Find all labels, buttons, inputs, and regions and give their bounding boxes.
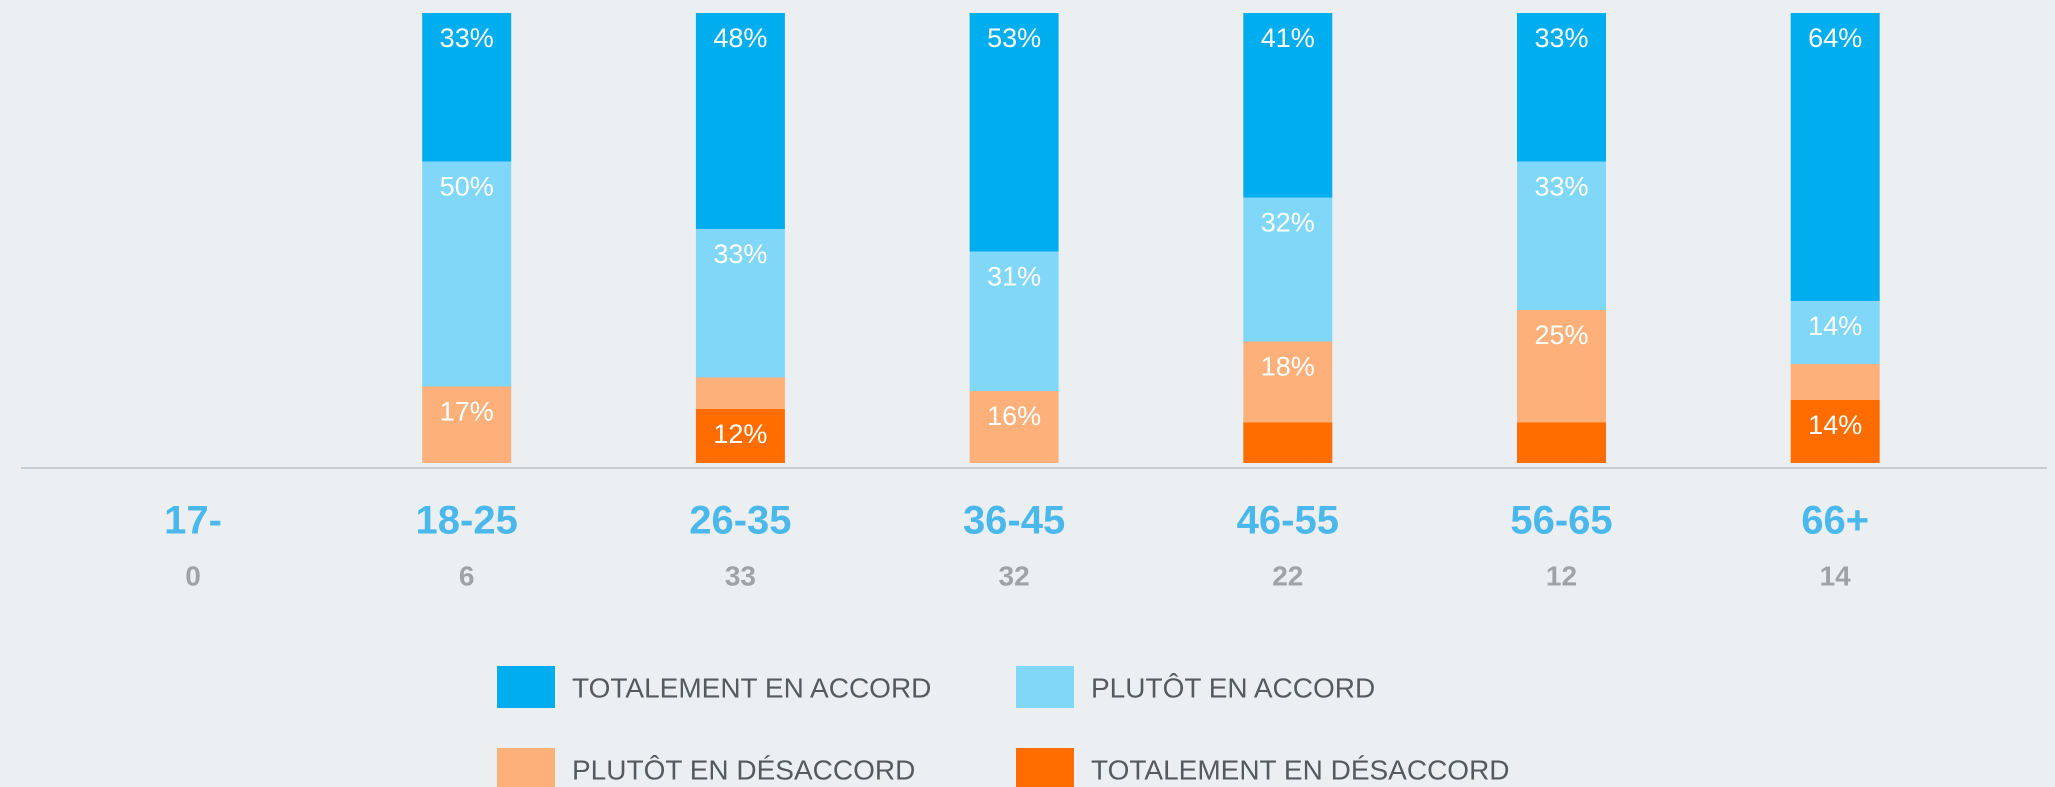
legend-swatch [1016, 666, 1074, 708]
bar-segment [1243, 13, 1333, 198]
bar-segment [1790, 400, 1880, 463]
data-label: 64% [1808, 23, 1862, 53]
count-label: 22 [1272, 560, 1303, 591]
bar-segment [1243, 197, 1333, 342]
data-label: 33% [440, 23, 494, 53]
legend-swatch [1016, 748, 1074, 787]
bar-segment [695, 13, 785, 229]
data-label: 31% [987, 262, 1041, 292]
data-label: 12% [713, 419, 767, 449]
bar-segment [1517, 13, 1606, 162]
bar-segment [969, 391, 1059, 463]
category-label: 17- [164, 499, 222, 543]
data-label: 33% [1534, 172, 1588, 202]
data-label: 33% [1534, 23, 1588, 53]
count-label: 12 [1546, 560, 1577, 591]
bar-segment [695, 409, 785, 463]
bar-segment [1517, 161, 1606, 310]
count-label: 32 [999, 560, 1030, 591]
bar-segment [422, 386, 512, 463]
data-label: 33% [713, 239, 767, 269]
data-label: 16% [987, 401, 1041, 431]
legend-label: PLUTÔT EN DÉSACCORD [572, 754, 915, 785]
data-label: 17% [440, 397, 494, 427]
count-label: 14 [1820, 560, 1852, 591]
data-label: 41% [1261, 23, 1315, 53]
bar-segment [695, 377, 785, 409]
bar-segment [422, 161, 512, 387]
category-label: 18-25 [416, 499, 518, 543]
category-label: 56-65 [1510, 499, 1612, 543]
bar-segment [1517, 422, 1606, 463]
data-label: 50% [440, 172, 494, 202]
category-label: 26-35 [689, 499, 791, 543]
category-label: 46-55 [1237, 499, 1339, 543]
data-label: 14% [1808, 410, 1862, 440]
legend-swatch [497, 748, 555, 787]
legend-label: TOTALEMENT EN ACCORD [572, 672, 931, 703]
data-label: 32% [1261, 208, 1315, 238]
bar-segment [1790, 301, 1880, 364]
data-label: 25% [1534, 320, 1588, 350]
bar-segment [969, 13, 1059, 252]
bar-segment [1517, 310, 1606, 423]
data-label: 48% [713, 23, 767, 53]
legend-label: PLUTÔT EN ACCORD [1091, 672, 1375, 703]
legend-swatch [497, 666, 555, 708]
count-label: 33 [725, 560, 756, 591]
category-label: 66+ [1801, 499, 1869, 543]
data-label: 53% [987, 23, 1041, 53]
bar-segment [1790, 364, 1880, 400]
bar-segment [1790, 13, 1880, 301]
data-label: 14% [1808, 311, 1862, 341]
bar-segment [422, 13, 512, 162]
count-label: 6 [459, 560, 475, 591]
category-label: 36-45 [963, 499, 1065, 543]
bar-segment [695, 229, 785, 378]
bar-segment [1243, 341, 1333, 423]
bar-segment [969, 251, 1059, 391]
legend-label: TOTALEMENT EN DÉSACCORD [1091, 754, 1510, 785]
bar-segment [1243, 422, 1333, 463]
count-label: 0 [185, 560, 201, 591]
data-label: 18% [1261, 352, 1315, 382]
